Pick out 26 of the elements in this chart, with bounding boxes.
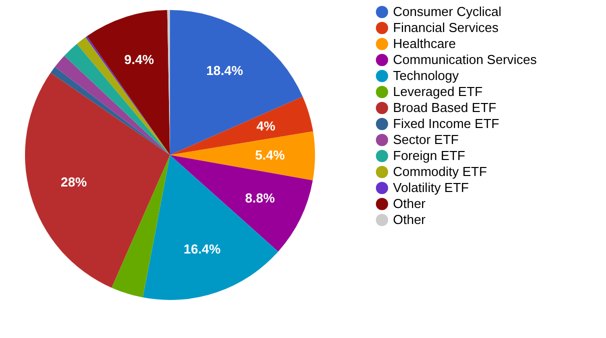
legend-label: Leveraged ETF	[393, 84, 483, 99]
data-label: 16.4%	[184, 242, 221, 257]
legend-label: Technology	[393, 68, 460, 83]
data-label: 28%	[60, 174, 88, 190]
legend-label: Other	[393, 212, 426, 227]
legend-label: Fixed Income ETF	[393, 116, 500, 131]
legend-label: Communication Services	[393, 52, 538, 67]
pie-slice	[86, 10, 170, 155]
legend-label: Sector ETF	[393, 132, 459, 147]
legend-label: Other	[393, 196, 426, 211]
legend-label: Foreign ETF	[393, 148, 466, 163]
pie-slice	[112, 155, 170, 298]
data-label: 8.8%	[245, 190, 276, 206]
data-label: 18.4%	[206, 63, 244, 78]
legend-label: Healthcare	[393, 36, 456, 51]
legend-label: Broad Based ETF	[393, 100, 496, 115]
pie-slice	[25, 72, 170, 288]
legend-label: Consumer Cyclical	[393, 4, 502, 19]
legend-label: Financial Services	[393, 20, 499, 35]
data-label: 5.4%	[255, 148, 286, 163]
legend-label: Commodity ETF	[393, 164, 487, 179]
pie-slice	[64, 44, 170, 155]
data-label: 9.4%	[124, 52, 154, 67]
data-label: 4%	[256, 118, 276, 134]
pie-slice	[170, 131, 315, 180]
legend-label: Volatility ETF	[393, 180, 469, 195]
